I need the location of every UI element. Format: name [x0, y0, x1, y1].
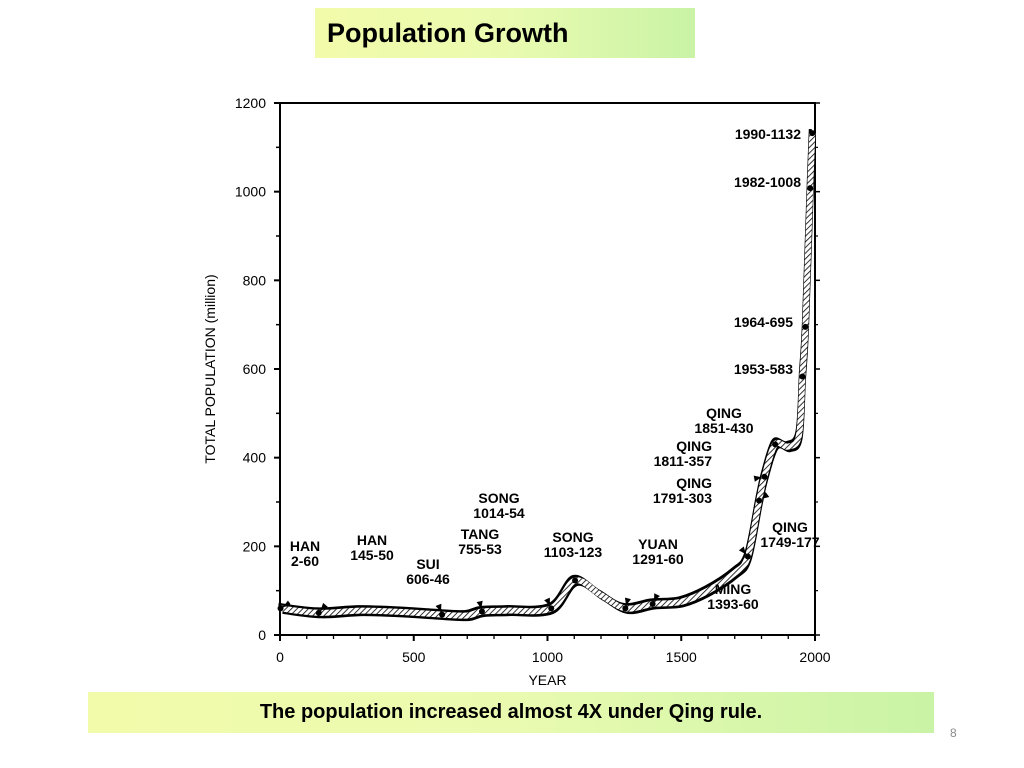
y-tick-label: 400	[243, 450, 267, 466]
annotation-arrowhead	[653, 593, 660, 602]
x-tick-label: 0	[276, 649, 284, 665]
annotation-arrowhead	[476, 600, 483, 609]
annotation-label: 1014-54	[473, 505, 525, 521]
y-tick-label: 1200	[235, 95, 266, 111]
annotation-label: 1811-357	[654, 453, 713, 469]
annotation-dynasty: QING	[676, 438, 712, 454]
annotation-arrowhead	[761, 492, 770, 499]
annotation-dynasty: HAN	[290, 538, 320, 554]
annotation-dynasty: MING	[715, 581, 752, 597]
x-tick-label: 500	[402, 649, 426, 665]
y-tick-label: 800	[243, 272, 267, 288]
y-tick-label: 0	[258, 627, 266, 643]
annotation-label: 1851-430	[694, 420, 753, 436]
annotation-label: 1103-123	[544, 544, 603, 560]
annotation-arrowhead	[753, 475, 762, 482]
annotation-dot	[799, 373, 806, 380]
y-tick-label: 1000	[235, 184, 266, 200]
annotation-arrowhead	[283, 600, 292, 607]
x-tick-label: 2000	[799, 649, 830, 665]
slide-title-box: Population Growth	[315, 8, 695, 58]
annotation-label: 1791-303	[653, 490, 712, 506]
annotation-label: 1749-177	[760, 534, 819, 550]
annotation-dot	[572, 577, 579, 584]
annotation-dot	[809, 130, 816, 137]
x-tick-label: 1500	[666, 649, 697, 665]
annotation-label: 1291-60	[632, 551, 684, 567]
slide-caption: The population increased almost 4X under…	[259, 701, 763, 723]
annotation-dot	[807, 185, 814, 192]
y-axis-label: TOTAL POPULATION (million)	[202, 274, 218, 463]
annotation-pointer	[758, 499, 761, 502]
annotation-dynasty: QING	[772, 519, 808, 535]
annotation-label: 145-50	[350, 547, 394, 563]
slide-number: 8	[950, 726, 957, 740]
y-tick-label: 600	[243, 361, 267, 377]
x-tick-label: 1000	[532, 649, 563, 665]
annotation-label: 1990-1132	[735, 126, 801, 142]
annotation-dot	[772, 441, 779, 448]
population-chart: 0 200 400 600 800 1000 1200 0 500 1000 1500 2000 YEA…	[202, 95, 831, 688]
annotation-arrowhead	[624, 597, 631, 606]
slide-title: Population Growth	[327, 17, 569, 48]
annotation-dynasty: SUI	[416, 556, 439, 572]
annotation-dot	[802, 323, 809, 330]
annotation-arrowhead	[435, 603, 442, 612]
annotation-dynasty: SONG	[552, 529, 593, 545]
annotation-dynasty: HAN	[357, 532, 387, 548]
annotation-label: 755-53	[458, 541, 502, 557]
x-axis-label: YEAR	[528, 672, 566, 688]
annotation-label: 1953-583	[734, 361, 793, 377]
annotation-dynasty: TANG	[461, 526, 500, 542]
annotation-dynasty: QING	[676, 475, 712, 491]
annotation-label: 1982-1008	[734, 174, 801, 190]
annotation-label: 1964-695	[734, 314, 793, 330]
series-band	[280, 133, 816, 619]
annotation-dynasty: SONG	[478, 490, 519, 506]
annotation-arrowhead	[320, 602, 328, 611]
annotation-dynasty: YUAN	[638, 536, 678, 552]
y-tick-label: 200	[243, 538, 267, 554]
annotation-arrowhead	[544, 597, 551, 606]
caption-box: The population increased almost 4X under…	[88, 692, 934, 733]
annotation-dynasty: QING	[706, 405, 742, 421]
annotation-label: 1393-60	[707, 596, 759, 612]
annotation-arrowhead	[738, 546, 746, 555]
annotation-label: 2-60	[291, 553, 319, 569]
annotation-label: 606-46	[406, 571, 450, 587]
